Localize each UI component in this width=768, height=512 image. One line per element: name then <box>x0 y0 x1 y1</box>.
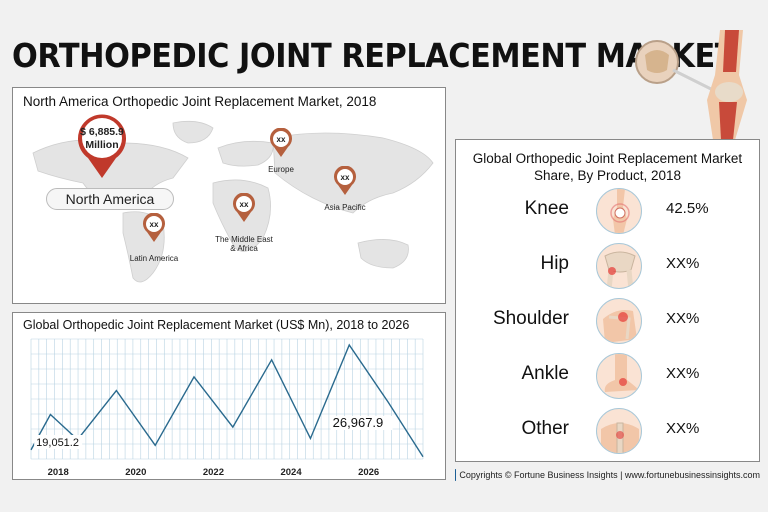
spine-icon <box>596 408 642 454</box>
asia-pacific-value: xx <box>340 173 350 182</box>
europe-value: xx <box>276 135 286 144</box>
shoulder-icon <box>596 298 642 344</box>
data-label: 19,051.2 <box>36 437 79 449</box>
ankle-icon <box>596 353 642 399</box>
x-tick-label: 2026 <box>358 467 379 478</box>
north-america-unit: Million <box>85 139 119 151</box>
europe-label: Europe <box>268 165 294 174</box>
product-name: Other <box>521 418 569 439</box>
fortune-logo-icon <box>455 469 457 481</box>
line-chart: 19,051.2 26,967.9 2018 2020 2022 2024 2026 <box>30 338 424 478</box>
map-title: North America Orthopedic Joint Replaceme… <box>23 94 377 109</box>
latin-america-label: Latin America <box>129 254 179 263</box>
product-name: Ankle <box>521 363 569 384</box>
europe-pin-icon <box>270 128 292 157</box>
product-value: XX% <box>666 255 700 272</box>
knee-illustration-icon <box>635 30 747 140</box>
x-tick-label: 2018 <box>48 467 69 478</box>
data-label-background <box>34 435 83 449</box>
footer: Copyrights © Fortune Business Insights |… <box>455 469 760 481</box>
middle-east-africa-label-2: & Africa <box>230 244 258 253</box>
chart-title: Global Orthopedic Joint Replacement Mark… <box>23 318 410 332</box>
north-america-value: $ 6,885.9 <box>80 126 124 138</box>
product-name: Shoulder <box>492 308 569 329</box>
asia-pacific-pin-icon <box>334 166 356 195</box>
asia-pacific-label: Asia Pacific <box>324 203 366 212</box>
product-value: XX% <box>666 420 700 437</box>
middle-east-africa-label: The Middle East <box>215 235 273 244</box>
product-row-knee: Knee 42.5% <box>456 186 759 236</box>
product-row-ankle: Ankle XX% <box>456 351 759 401</box>
product-name: Knee <box>524 198 569 219</box>
x-tick-label: 2022 <box>203 467 224 478</box>
product-row-hip: Hip XX% <box>456 241 759 291</box>
latin-america-pin-icon <box>143 213 165 242</box>
knee-icon <box>596 188 642 234</box>
hip-icon <box>596 243 642 289</box>
middle-east-africa-pin-icon <box>233 193 255 222</box>
product-value: XX% <box>666 310 700 327</box>
product-name: Hip <box>540 253 569 274</box>
product-row-other: Other XX% <box>456 406 759 456</box>
world-map <box>32 120 434 283</box>
middle-east-africa-value: xx <box>239 200 249 209</box>
main-title: ORTHOPEDIC JOINT REPLACEMENT MARKET <box>12 36 736 75</box>
footer-text: Copyrights © Fortune Business Insights |… <box>459 470 760 480</box>
share-panel: Global Orthopedic Joint Replacement Mark… <box>455 139 760 462</box>
data-label: 26,967.9 <box>333 415 384 430</box>
map-panel: North America Orthopedic Joint Replaceme… <box>12 87 446 304</box>
north-america-label: North America <box>46 188 174 210</box>
latin-america-value: xx <box>149 220 159 229</box>
x-tick-label: 2024 <box>280 467 302 478</box>
product-value: 42.5% <box>666 200 709 217</box>
product-row-shoulder: Shoulder XX% <box>456 296 759 346</box>
north-america-pin-icon <box>78 114 126 178</box>
product-value: XX% <box>666 365 700 382</box>
x-tick-label: 2020 <box>125 467 146 478</box>
share-title: Global Orthopedic Joint Replacement Mark… <box>472 151 743 183</box>
chart-panel: Global Orthopedic Joint Replacement Mark… <box>12 312 446 480</box>
data-label-background <box>330 416 393 430</box>
